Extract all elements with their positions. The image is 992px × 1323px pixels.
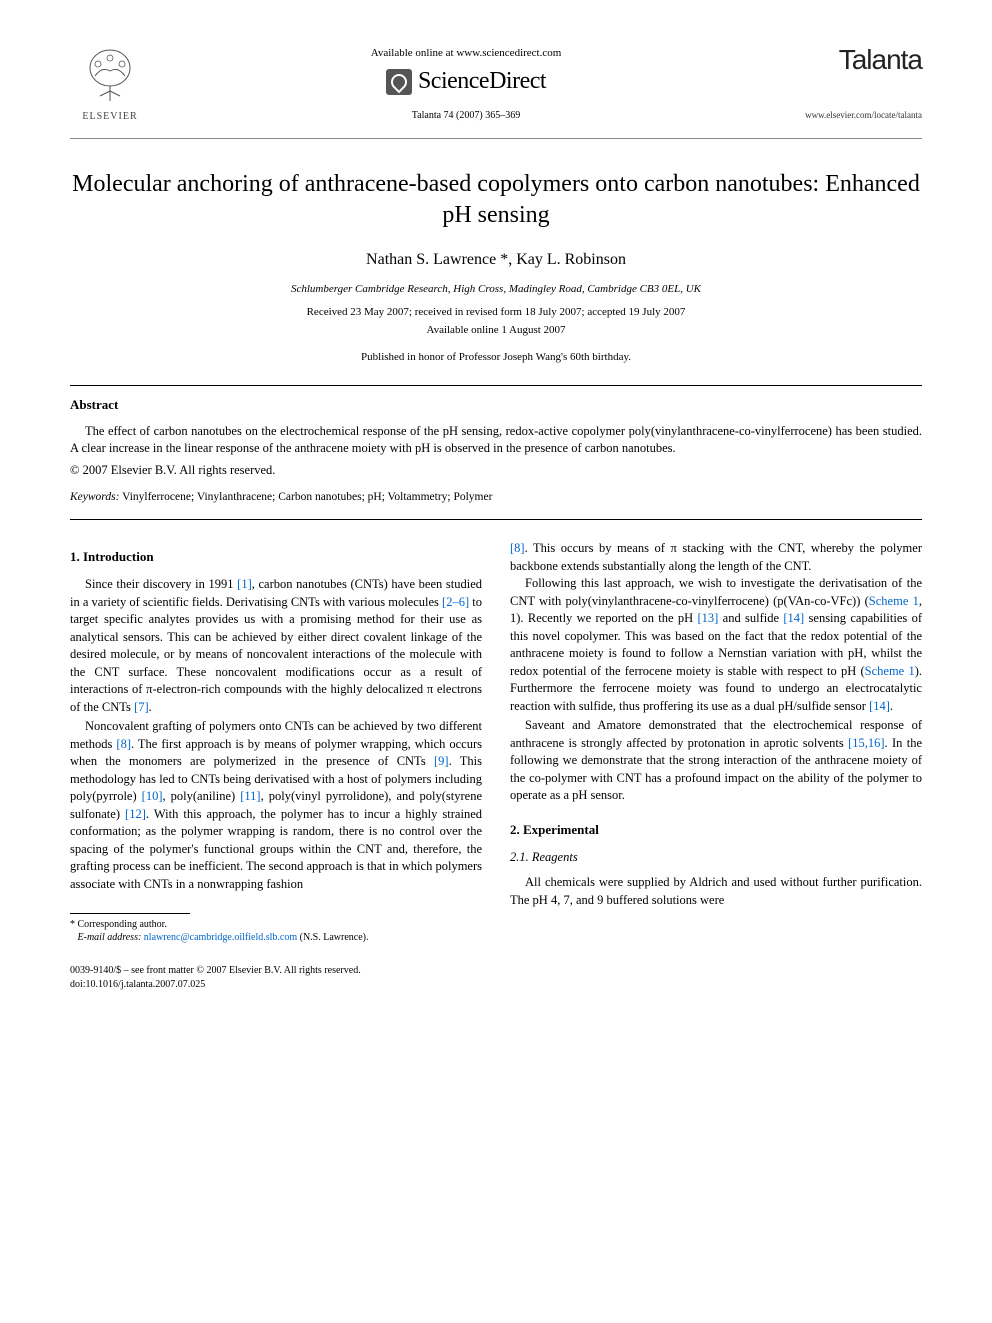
abstract-bottom-rule <box>70 519 922 520</box>
ref-link-7[interactable]: [7] <box>134 700 149 714</box>
journal-url: www.elsevier.com/locate/talanta <box>782 109 922 122</box>
article-title: Molecular anchoring of anthracene-based … <box>70 169 922 231</box>
dates-received: Received 23 May 2007; received in revise… <box>70 305 922 320</box>
abstract-copyright: © 2007 Elsevier B.V. All rights reserved… <box>70 462 922 480</box>
authors: Nathan S. Lawrence *, Kay L. Robinson <box>70 249 922 271</box>
ref-link-15-16[interactable]: [15,16] <box>848 736 884 750</box>
sciencedirect-logo: ScienceDirect <box>150 65 782 99</box>
dedication: Published in honor of Professor Joseph W… <box>70 350 922 365</box>
intro-para-1: Since their discovery in 1991 [1], carbo… <box>70 576 482 716</box>
ref-link-10[interactable]: [10] <box>142 789 163 803</box>
header-rule <box>70 138 922 139</box>
ref-link-12[interactable]: [12] <box>125 807 146 821</box>
keywords-text: Vinylferrocene; Vinylanthracene; Carbon … <box>119 491 492 503</box>
abstract-text: The effect of carbon nanotubes on the el… <box>70 423 922 458</box>
email-link[interactable]: nlawrenc@cambridge.oilfield.slb.com <box>144 932 297 943</box>
header-row: ELSEVIER Available online at www.science… <box>70 40 922 130</box>
keywords-line: Keywords: Vinylferrocene; Vinylanthracen… <box>70 489 922 505</box>
affiliation: Schlumberger Cambridge Research, High Cr… <box>70 282 922 297</box>
dates-online: Available online 1 August 2007 <box>70 323 922 338</box>
ref-link-8b[interactable]: [8] <box>510 541 525 555</box>
page-footer: 0039-9140/$ – see front matter © 2007 El… <box>70 964 922 992</box>
keywords-label: Keywords: <box>70 491 119 503</box>
footnote-rule <box>70 913 190 914</box>
email-suffix: (N.S. Lawrence). <box>297 932 368 943</box>
ref-link-13[interactable]: [13] <box>698 611 719 625</box>
journal-name: Talanta <box>782 40 922 79</box>
available-online-text: Available online at www.sciencedirect.co… <box>150 46 782 61</box>
corresponding-author-footnote: * Corresponding author. E-mail address: … <box>70 918 482 944</box>
sciencedirect-icon <box>386 69 412 95</box>
introduction-heading: 1. Introduction <box>70 548 482 566</box>
right-column: [8]. This occurs by means of π stacking … <box>510 540 922 944</box>
footer-doi: doi:10.1016/j.talanta.2007.07.025 <box>70 978 922 992</box>
col2-para-3: Saveant and Amatore demonstrated that th… <box>510 717 922 805</box>
ref-link-11[interactable]: [11] <box>240 789 260 803</box>
sciencedirect-text: ScienceDirect <box>418 65 546 99</box>
email-line: E-mail address: nlawrenc@cambridge.oilfi… <box>70 931 482 944</box>
journal-logo-block: Talanta www.elsevier.com/locate/talanta <box>782 40 922 122</box>
intro-para-2: Noncovalent grafting of polymers onto CN… <box>70 718 482 893</box>
abstract-heading: Abstract <box>70 396 922 414</box>
scheme-link-1[interactable]: Scheme 1 <box>869 594 919 608</box>
ref-link-2-6[interactable]: [2–6] <box>442 595 469 609</box>
col2-para-2: Following this last approach, we wish to… <box>510 575 922 715</box>
ref-link-1[interactable]: [1] <box>237 577 252 591</box>
ref-link-9[interactable]: [9] <box>434 754 449 768</box>
elsevier-logo: ELSEVIER <box>70 40 150 130</box>
publisher-name: ELSEVIER <box>82 110 137 124</box>
ref-link-14[interactable]: [14] <box>783 611 804 625</box>
corresponding-label: * Corresponding author. <box>70 918 482 931</box>
col2-para-1: [8]. This occurs by means of π stacking … <box>510 540 922 575</box>
email-label: E-mail address: <box>78 932 144 943</box>
reagents-para-1: All chemicals were supplied by Aldrich a… <box>510 874 922 909</box>
journal-reference: Talanta 74 (2007) 365–369 <box>150 109 782 123</box>
scheme-link-1b[interactable]: Scheme 1 <box>865 664 915 678</box>
experimental-heading: 2. Experimental <box>510 821 922 839</box>
ref-link-8[interactable]: [8] <box>116 737 131 751</box>
footer-copyright: 0039-9140/$ – see front matter © 2007 El… <box>70 964 922 978</box>
elsevier-tree-icon <box>80 46 140 106</box>
reagents-heading: 2.1. Reagents <box>510 849 922 867</box>
ref-link-14b[interactable]: [14] <box>869 699 890 713</box>
left-column: 1. Introduction Since their discovery in… <box>70 540 482 944</box>
center-header: Available online at www.sciencedirect.co… <box>150 40 782 129</box>
body-columns: 1. Introduction Since their discovery in… <box>70 540 922 944</box>
abstract-top-rule <box>70 385 922 386</box>
